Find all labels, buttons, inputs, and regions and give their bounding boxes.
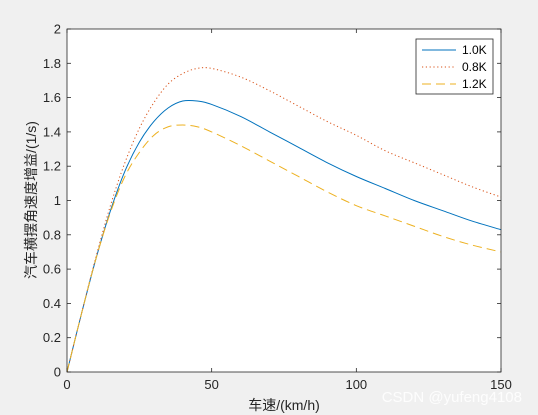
y-tick-label: 1 xyxy=(54,193,61,208)
legend: 1.0K 0.8K 1.2K xyxy=(415,38,494,95)
tick-layer: 0 50 100 150 0 0.2 0.4 0.6 0.8 1 1.2 1.4 1.6 1.8 2 xyxy=(43,22,512,393)
x-tick-label: 0 xyxy=(63,377,70,392)
legend-label-3: 1.2K xyxy=(462,77,487,91)
y-tick-label: 2 xyxy=(54,22,61,37)
x-tick-label: 150 xyxy=(490,377,512,392)
y-tick-label: 0 xyxy=(54,365,61,380)
watermark: CSDN @yufeng4108 xyxy=(382,389,522,406)
series-layer xyxy=(66,67,502,373)
legend-label-1: 1.0K xyxy=(462,43,487,57)
y-tick-label: 0.6 xyxy=(43,262,61,277)
legend-box xyxy=(415,38,494,95)
legend-label-2: 0.8K xyxy=(462,60,487,74)
y-tick-label: 1.4 xyxy=(43,124,61,139)
x-tick-label: 100 xyxy=(345,377,367,392)
series-line-1 xyxy=(66,99,502,373)
x-axis-label: 车速/(km/h) xyxy=(248,397,320,413)
y-tick-label: 1.8 xyxy=(43,56,61,71)
y-tick-label: 0.8 xyxy=(43,227,61,242)
y-tick-label: 1.2 xyxy=(43,159,61,174)
y-tick-label: 1.6 xyxy=(43,90,61,105)
series-line-2 xyxy=(66,67,502,373)
series-line-3 xyxy=(66,124,502,373)
x-tick-label: 50 xyxy=(204,377,218,392)
y-tick-label: 0.2 xyxy=(43,330,61,345)
y-tick-label: 0.4 xyxy=(43,296,61,311)
y-axis-label: 汽车横摆角速度增益/(1/s) xyxy=(23,121,39,279)
